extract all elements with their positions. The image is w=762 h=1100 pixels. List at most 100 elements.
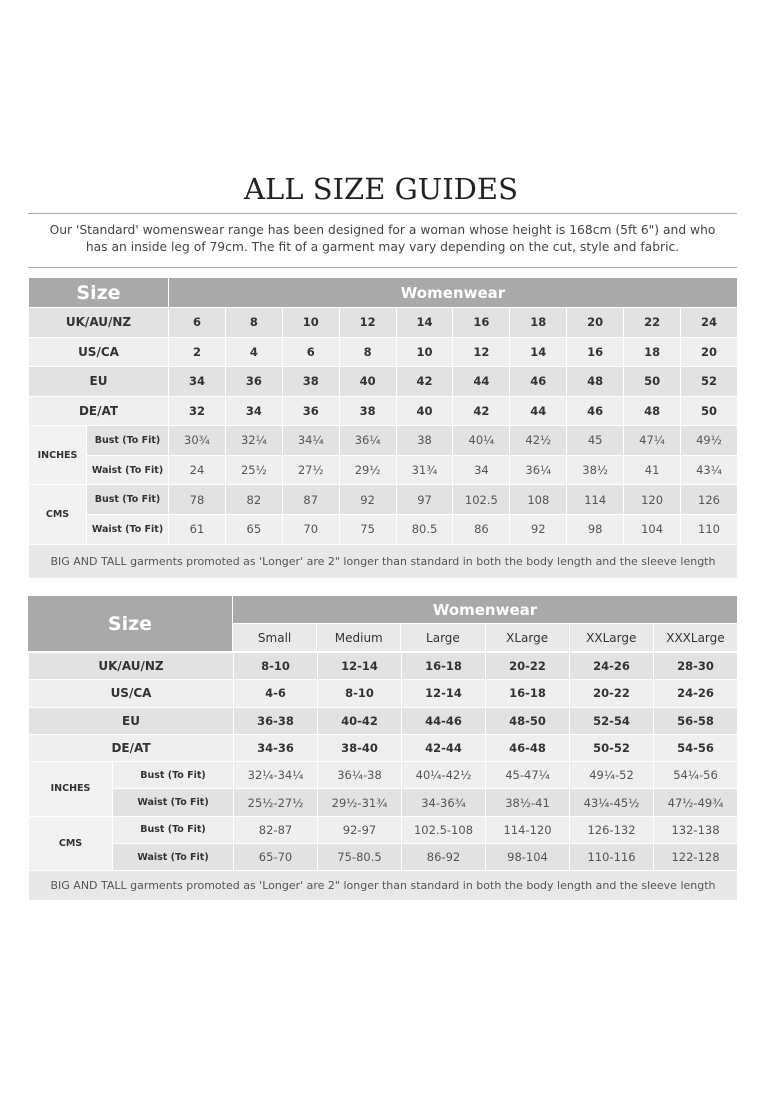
measure-value: 38 [395, 425, 454, 456]
measure-value: 40¼ [452, 425, 511, 456]
measure-label: Bust (To Fit) [86, 425, 169, 456]
row-label: DE/AT [28, 733, 234, 763]
column-headers: Small Medium Large XLarge XXLarge XXXLar… [233, 624, 738, 651]
measure-value: 92 [509, 514, 568, 545]
measure-value: 36¼ [338, 425, 397, 456]
size-value: 20 [566, 307, 625, 338]
measure-value: 41 [623, 454, 682, 486]
size-value: 46-48 [485, 733, 570, 763]
size-value: 44 [452, 366, 511, 397]
size-value: 8 [224, 307, 283, 338]
table-row: CMS Bust (To Fit) 82-87 92-97 102.5-108 114-1… [28, 815, 738, 872]
table-row: DE/AT 32 34 36 38 40 42 44 46 48 50 [28, 395, 738, 426]
measure-value: 92 [338, 484, 397, 516]
measure-value: 29½ [338, 454, 397, 486]
measure-group-label: CMS [28, 484, 87, 545]
intro-text: Our 'Standard' womenswear range has been… [49, 223, 716, 254]
measure-value: 29½-31¾ [317, 788, 402, 817]
table-row: INCHES Bust (To Fit) 30¾ 32¼ 34¼ 36¼ 38 40¼ 42½ 4… [28, 424, 738, 486]
measure-value: 38½ [566, 454, 625, 486]
size-value: 50-52 [569, 733, 654, 763]
size-value: 44 [509, 395, 568, 426]
measure-value: 34 [452, 454, 511, 486]
size-value: 16 [566, 336, 625, 367]
measure-value: 45-47¼ [485, 761, 570, 790]
size-value: 20 [680, 336, 738, 367]
measure-value: 24 [168, 454, 226, 486]
size-header: Size [28, 277, 169, 308]
table-row: UK/AU/NZ 6 8 10 12 14 16 18 20 22 24 [28, 307, 738, 338]
size-table-numeric: Size Womenwear UK/AU/NZ 6 8 10 12 14 16 18 20 22 24 U… [28, 277, 738, 579]
measure-value: 126-132 [569, 815, 654, 845]
measure-value: 102.5-108 [401, 815, 486, 845]
size-header: Size [28, 596, 232, 651]
row-label: UK/AU/NZ [28, 307, 169, 338]
size-value: 16 [452, 307, 511, 338]
womenwear-header: Womenwear [168, 277, 738, 308]
row-label: US/CA [28, 679, 234, 708]
measure-value: 31¾ [395, 454, 454, 486]
size-value: 40 [395, 395, 454, 426]
table-row: Waist (To Fit) 24 25½ 27½ 29½ 31¾ 34 36¼ 38½ 41 43… [29, 454, 738, 486]
size-value: 36-38 [233, 706, 318, 735]
measure-value: 34¼ [281, 425, 340, 456]
measure-value: 82 [224, 484, 283, 516]
measure-value: 40¼-42½ [401, 761, 486, 790]
size-value: 38 [281, 366, 340, 397]
measure-value: 43¼-45½ [569, 788, 654, 817]
measure-value: 98-104 [485, 843, 570, 872]
column-header-large: Large [401, 624, 485, 651]
size-value: 24-26 [653, 679, 738, 708]
divider [28, 267, 737, 268]
size-value: 14 [395, 307, 454, 338]
size-table-letter: UK/AU/NZ 8-10 12-14 16-18 20-22 24-26 28-30 US/… [28, 651, 738, 902]
row-label: EU [28, 366, 169, 397]
size-value: 40-42 [317, 706, 402, 735]
measure-value: 102.5 [452, 484, 511, 516]
table-row: EU 36-38 40-42 44-46 48-50 52-54 56-58 [28, 706, 738, 735]
measure-value: 36¼-38 [317, 761, 402, 790]
table-row: Waist (To Fit) 25½-27½ 29½-31¾ 34-36¾ 38½-41… [29, 788, 738, 817]
table-row: UK/AU/NZ 8-10 12-14 16-18 20-22 24-26 28-30 [28, 651, 738, 681]
size-value: 16-18 [485, 679, 570, 708]
measure-label: Bust (To Fit) [86, 484, 169, 516]
measure-value: 45 [566, 425, 625, 456]
measure-value: 78 [168, 484, 226, 516]
measure-group-label: CMS [28, 815, 113, 872]
table-row: US/CA 2 4 6 8 10 12 14 16 18 20 [28, 336, 738, 367]
size-value: 24-26 [569, 651, 654, 681]
measure-value: 25½ [224, 454, 283, 486]
size-value: 10 [281, 307, 340, 338]
measure-label: Waist (To Fit) [112, 843, 234, 872]
column-header-xxxlarge: XXXLarge [653, 624, 738, 651]
measure-value: 65 [224, 514, 283, 545]
size-value: 12-14 [317, 651, 402, 681]
measure-value: 82-87 [233, 815, 318, 845]
size-value: 20-22 [569, 679, 654, 708]
size-value: 6 [281, 336, 340, 367]
measure-value: 86-92 [401, 843, 486, 872]
size-value: 14 [509, 336, 568, 367]
measure-value: 25½-27½ [233, 788, 318, 817]
size-value: 12 [338, 307, 397, 338]
table-row: DE/AT 34-36 38-40 42-44 46-48 50-52 54-56 [28, 733, 738, 763]
size-value: 34-36 [233, 733, 318, 763]
measure-value: 47½-49¾ [653, 788, 738, 817]
size-value: 34 [168, 366, 226, 397]
size-value: 42-44 [401, 733, 486, 763]
measure-value: 132-138 [653, 815, 738, 845]
size-value: 52-54 [569, 706, 654, 735]
size-value: 40 [338, 366, 397, 397]
measure-group-label: INCHES [28, 761, 113, 817]
size-value: 16-18 [401, 651, 486, 681]
measure-value: 65-70 [233, 843, 318, 872]
size-value: 56-58 [653, 706, 738, 735]
measure-value: 32¼ [224, 425, 283, 456]
measure-value: 32¼-34¼ [233, 761, 318, 790]
womenwear-header: Womenwear [233, 596, 737, 623]
row-label: EU [28, 706, 234, 735]
measure-label: Waist (To Fit) [86, 454, 169, 486]
size-value: 50 [680, 395, 738, 426]
column-header-xlarge: XLarge [485, 624, 569, 651]
size-table-letter-header: Size Womenwear Small Medium Large XLarge… [28, 596, 738, 652]
